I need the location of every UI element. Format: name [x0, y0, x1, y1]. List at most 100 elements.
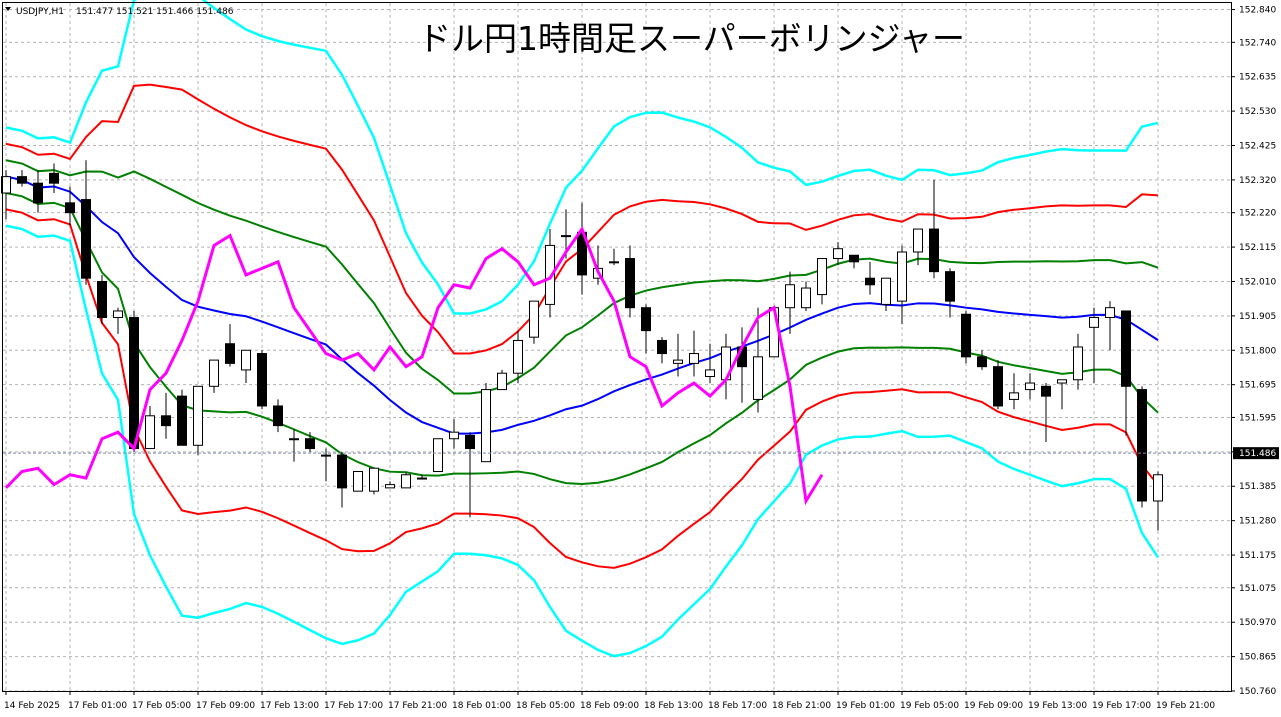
chart-title: ドル円1時間足スーパーボリンジャー [418, 19, 965, 58]
candle [497, 369, 507, 391]
x-tick-label: 18 Feb 01:00 [452, 701, 511, 711]
x-tick-label: 17 Feb 01:00 [68, 701, 127, 711]
y-tick-label: 152.740 [1239, 38, 1276, 48]
candle [97, 274, 107, 325]
candle-body [49, 172, 59, 184]
candle [1137, 386, 1147, 508]
x-tick-label: 19 Feb 05:00 [900, 701, 959, 711]
candle [305, 432, 315, 452]
y-tick-label: 151.905 [1239, 312, 1276, 322]
candle-body [1137, 389, 1147, 502]
candle-body [657, 339, 667, 355]
band-minus-2sigma [5, 208, 1159, 569]
y-tick-label: 151.595 [1239, 413, 1276, 423]
candle [977, 350, 987, 370]
x-tick-label: 18 Feb 21:00 [772, 701, 831, 711]
candle-body [945, 271, 955, 302]
candle [833, 242, 843, 266]
candle [449, 419, 459, 449]
candle-body [1089, 317, 1099, 328]
candle-body [401, 474, 411, 489]
band-minus-3sigma [5, 224, 1160, 658]
y-tick-label: 152.220 [1239, 209, 1276, 219]
candle [273, 399, 283, 433]
candle [257, 350, 267, 410]
chart-header: USDJPY,H1 151.477 151.521 151.466 151.48… [5, 7, 234, 17]
candle [465, 432, 475, 518]
candle-body [145, 415, 155, 450]
candle [289, 428, 299, 462]
y-tick-label: 151.385 [1239, 482, 1276, 492]
candle [241, 349, 251, 384]
candle-body [705, 369, 715, 377]
candle-body [689, 353, 699, 364]
x-tick-label: 17 Feb 05:00 [132, 701, 191, 711]
candle-body [785, 284, 795, 309]
candle-body [465, 434, 475, 450]
candle [609, 248, 619, 266]
y-tick-label: 151.175 [1239, 551, 1276, 561]
candle [961, 310, 971, 364]
candle-body [1073, 346, 1083, 381]
candle [209, 359, 219, 393]
candle-body [17, 176, 27, 184]
candle-body [1153, 474, 1163, 502]
candle-body [977, 356, 987, 368]
candle [225, 324, 235, 367]
candle-body [513, 339, 523, 374]
candle-body [481, 389, 491, 463]
y-tick-label: 151.075 [1239, 584, 1276, 594]
candle [881, 277, 891, 311]
candle [17, 170, 27, 187]
candle-body [97, 280, 107, 319]
y-tick-label: 151.800 [1239, 346, 1276, 356]
candle-body [673, 359, 683, 364]
x-tick-label: 19 Feb 21:00 [1156, 701, 1215, 711]
candle-body [193, 385, 203, 446]
y-tick-label: 150.865 [1239, 653, 1276, 663]
candle [753, 307, 763, 413]
candle [337, 451, 347, 508]
candle [49, 163, 59, 194]
candle [673, 333, 683, 377]
lagging-span [4, 225, 824, 506]
candle-body [273, 405, 283, 427]
candle-body [177, 395, 187, 446]
x-tick-label: 19 Feb 01:00 [836, 701, 895, 711]
candle [1041, 383, 1051, 443]
candle-body [1, 176, 11, 194]
candle-body [849, 254, 859, 263]
x-tick-label: 18 Feb 05:00 [516, 701, 575, 711]
candle-body [257, 353, 267, 407]
ohlc-values: 151.477 151.521 151.466 151.486 [76, 7, 234, 17]
candle-body [833, 248, 843, 260]
candle [1073, 333, 1083, 390]
candle-body [353, 470, 363, 492]
candle [353, 470, 363, 492]
candle-body [129, 317, 139, 450]
y-tick-label: 150.970 [1239, 618, 1276, 628]
candle-body [913, 228, 923, 253]
x-tick-label: 17 Feb 13:00 [260, 701, 319, 711]
candle [529, 300, 539, 344]
candles [1, 160, 1163, 531]
candle-body [65, 202, 75, 214]
y-tick-label: 152.320 [1239, 176, 1276, 186]
collapse-triangle-icon[interactable] [5, 7, 11, 11]
x-tick-label: 19 Feb 17:00 [1092, 701, 1151, 711]
price-axis: 152.840 152.740 152.635 152.530 152.425 152.3… [1231, 6, 1276, 697]
candle [689, 330, 699, 377]
candle [433, 438, 443, 472]
candle [641, 304, 651, 354]
candle [545, 229, 555, 318]
y-tick-label: 152.425 [1239, 142, 1276, 152]
candle [657, 337, 667, 364]
y-tick-label: 151.280 [1239, 517, 1276, 527]
candle-body [385, 484, 395, 489]
candle [513, 330, 523, 384]
x-tick-label: 18 Feb 13:00 [644, 701, 703, 711]
candle-body [369, 467, 379, 492]
y-tick-label: 152.010 [1239, 277, 1276, 287]
x-tick-label: 14 Feb 2025 [4, 701, 60, 711]
